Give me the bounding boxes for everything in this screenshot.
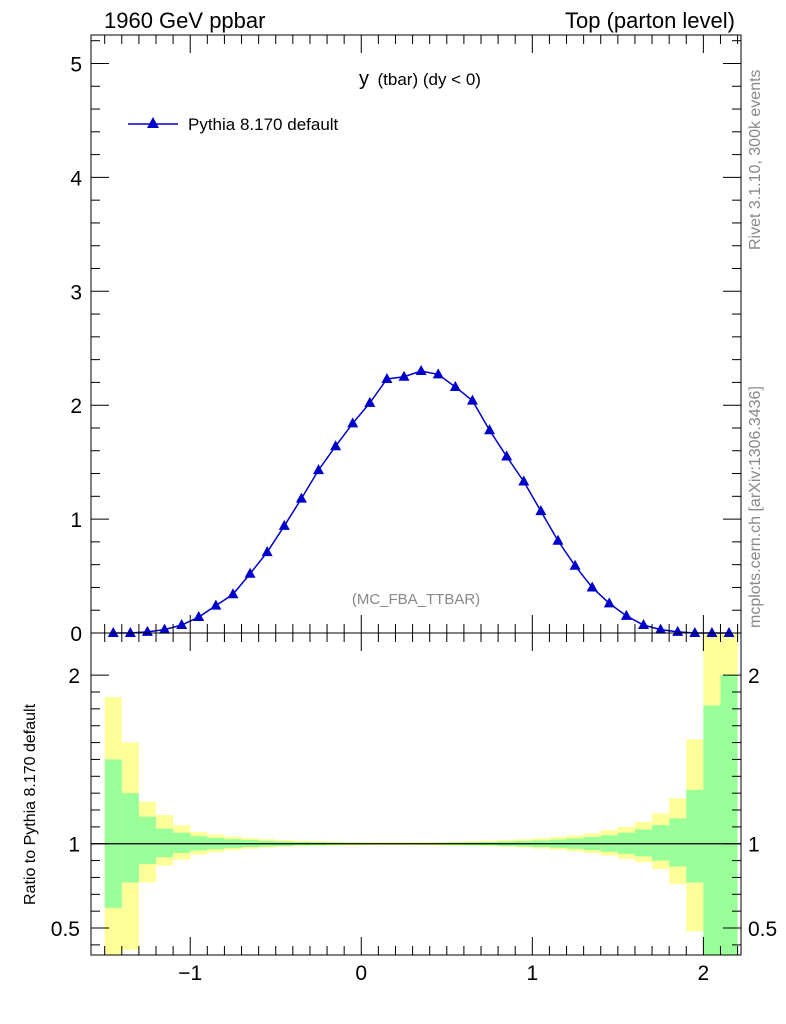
plot-title-main: y — [359, 68, 369, 90]
data-point-marker — [449, 380, 461, 391]
plot-title: y (tbar) (dy < 0) — [359, 68, 481, 90]
data-point-marker — [176, 619, 188, 630]
analysis-annotation: (MC_FBA_TTBAR) — [352, 591, 480, 608]
main-ytick-label: 0 — [70, 623, 82, 646]
data-point-marker — [638, 619, 649, 630]
xtick-label: 0 — [355, 962, 367, 985]
ratio-ytick-label-left: 0.5 — [51, 918, 80, 941]
plot-title-sub: (tbar) (dy < 0) — [378, 70, 481, 89]
data-point-marker — [723, 627, 735, 637]
main-ytick-label: 1 — [70, 509, 82, 532]
data-point-marker — [398, 370, 410, 381]
data-point-marker — [432, 368, 444, 379]
main-ytick-label: 3 — [70, 281, 82, 304]
data-point-marker — [193, 611, 205, 622]
axis-ticks — [91, 35, 741, 955]
rivet-label: Rivet 3.1.10, 300k events — [747, 69, 764, 250]
data-point-marker — [261, 546, 273, 557]
data-point-marker — [159, 623, 171, 634]
data-point-marker — [706, 627, 718, 637]
ratio-inner-band-bin — [104, 759, 122, 908]
ratio-inner-band-bin — [720, 675, 738, 955]
data-point-marker — [689, 627, 701, 637]
data-point-marker — [415, 365, 427, 376]
main-ytick-label: 2 — [70, 395, 82, 418]
data-point-marker — [278, 519, 290, 530]
ratio-ytick-label-left: 2 — [68, 665, 80, 688]
data-point-marker — [620, 609, 632, 620]
data-point-marker — [330, 440, 342, 451]
header-left: 1960 GeV ppbar — [104, 8, 265, 33]
data-point-marker — [484, 424, 496, 435]
xtick-label: 2 — [698, 962, 710, 985]
ratio-inner-band-bin — [669, 818, 687, 867]
ratio-inner-band-bin — [703, 705, 721, 955]
data-point-marker — [295, 492, 307, 503]
data-point-marker — [655, 623, 667, 634]
header-right: Top (parton level) — [565, 8, 735, 33]
ratio-ytick-label-right: 2 — [748, 665, 760, 688]
main-ytick-label: 5 — [70, 53, 82, 76]
ratio-ytick-label-left: 1 — [68, 834, 80, 857]
data-point-marker — [586, 581, 598, 592]
ratio-ytick-label-right: 0.5 — [748, 918, 777, 941]
ratio-inner-band-bin — [156, 828, 174, 858]
data-point-marker — [107, 627, 119, 637]
data-point-marker — [364, 396, 376, 407]
data-point-marker — [518, 475, 530, 486]
axis-tick-labels: 0 1 2 3 4 5 0.5 0.5 1 1 2 2 −1 0 1 2 — [51, 53, 777, 985]
main-ytick-label: 4 — [70, 167, 82, 190]
ratio-inner-band-bin — [173, 832, 191, 854]
ratio-inner-band-bin — [634, 829, 653, 857]
ratio-inner-band-bin — [686, 789, 704, 883]
data-point-marker — [227, 588, 239, 599]
ratio-ytick-label-right: 1 — [748, 834, 760, 857]
ratio-bands — [104, 633, 738, 955]
data-point-marker — [381, 372, 393, 383]
data-point-marker — [569, 559, 581, 570]
ratio-inner-band-bin — [652, 825, 670, 861]
data-point-marker — [244, 567, 256, 578]
mcplots-label: mcplots.cern.ch [arXiv:1306.3436] — [747, 386, 764, 628]
ratio-ylabel: Ratio to Pythia 8.170 default — [22, 703, 39, 905]
legend-marker-icon — [147, 117, 159, 128]
xtick-label: −1 — [178, 962, 202, 985]
data-point-marker — [501, 450, 513, 461]
data-point-marker — [124, 627, 136, 637]
xtick-label: 1 — [526, 962, 538, 985]
ratio-frame — [90, 632, 742, 956]
data-point-marker — [603, 597, 615, 608]
data-point-marker — [535, 505, 547, 516]
data-point-marker — [552, 534, 564, 545]
data-point-marker — [347, 417, 359, 428]
legend: Pythia 8.170 default — [128, 115, 339, 134]
ratio-inner-band-bin — [121, 793, 139, 883]
data-point-marker — [210, 599, 222, 610]
legend-label: Pythia 8.170 default — [188, 115, 339, 134]
data-point-marker — [466, 394, 478, 405]
data-point-marker — [313, 464, 324, 475]
ratio-inner-band-bin — [138, 816, 156, 864]
